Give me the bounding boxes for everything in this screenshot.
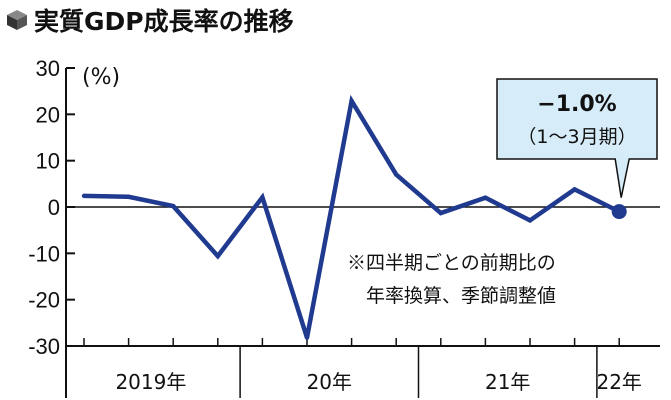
y-tick-label: 20 [36,102,60,127]
callout-period: （1〜3月期） [517,126,636,148]
data-point [572,187,577,192]
title-row: 実質GDP成長率の推移 [6,2,294,38]
y-tick-label: 0 [48,195,60,220]
data-point [438,210,443,216]
data-point [304,335,310,340]
year-label: 2019年 [115,370,186,394]
year-label: 20年 [307,370,352,394]
callout-box [496,78,658,198]
y-tick-label: -20 [28,288,60,313]
data-point [215,253,220,259]
y-tick-label: 30 [36,56,60,81]
y-tick-label: 10 [36,149,60,174]
data-point [483,195,488,200]
y-tick-label: -10 [28,241,60,266]
latest-point [611,204,627,220]
data-point [349,98,354,104]
callout-value: −1.0% [537,92,616,117]
y-tick-label: -30 [28,334,60,359]
year-label: 21年 [485,370,530,394]
cube-icon [7,10,27,30]
chart-title: 実質GDP成長率の推移 [34,7,294,36]
data-point [394,172,399,177]
footnote-line: 年率換算、季節調整値 [366,285,556,307]
data-point [171,203,176,209]
data-point [527,218,533,223]
year-label: 22年 [596,370,641,394]
data-point [126,194,131,200]
unit-label: (%) [82,65,120,90]
footnote-line: ※四半期ごとの前期比の [347,252,556,274]
data-point [81,193,87,199]
data-point [260,195,265,200]
